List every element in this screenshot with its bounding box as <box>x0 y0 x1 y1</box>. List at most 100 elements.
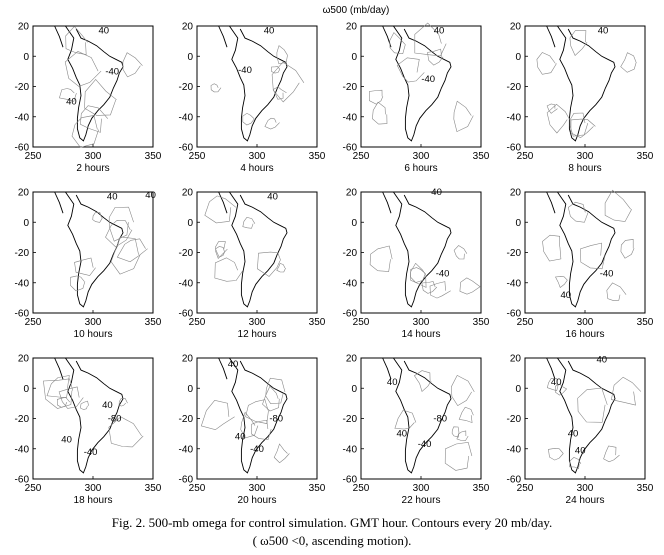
y-tick-label: -20 <box>507 248 522 259</box>
y-tick-label: -20 <box>343 248 358 259</box>
contour-line <box>116 238 148 263</box>
contour-line <box>210 83 222 93</box>
y-tick-label: 20 <box>182 188 194 199</box>
contour-line <box>396 57 425 83</box>
y-tick-label: -60 <box>343 309 358 320</box>
y-tick-label: -60 <box>507 309 522 320</box>
contour-line <box>606 282 627 302</box>
y-tick-label: -60 <box>507 475 522 486</box>
y-tick-label: -40 <box>507 112 522 123</box>
x-tick-label: 300 <box>85 317 102 328</box>
coastline <box>54 357 64 380</box>
x-tick-label: 350 <box>309 317 326 328</box>
x-tick-label: 300 <box>577 317 594 328</box>
contour-label: 40 <box>598 26 609 37</box>
contour-line <box>542 234 562 262</box>
contour-line <box>108 206 134 242</box>
coastline <box>393 357 452 474</box>
contour-line <box>569 112 589 137</box>
contour-line <box>569 30 588 57</box>
contour-label: 40 <box>235 432 246 443</box>
coastline <box>229 357 288 474</box>
x-tick-label: 250 <box>25 317 42 328</box>
x-tick-label: 350 <box>637 317 654 328</box>
y-tick-label: -40 <box>15 112 30 123</box>
coastline <box>546 357 556 380</box>
contour-line <box>603 445 620 463</box>
x-tick-label: 250 <box>517 317 534 328</box>
y-tick-label: -40 <box>179 278 194 289</box>
coastline <box>54 25 64 48</box>
x-tick-label: 350 <box>473 317 490 328</box>
contour-label: 40 <box>397 429 408 440</box>
contour-line <box>245 399 269 424</box>
contour-line <box>242 112 255 126</box>
y-tick-label: -40 <box>507 278 522 289</box>
contour-line <box>421 281 438 294</box>
contour-line <box>410 267 426 283</box>
y-tick-label: 20 <box>346 22 358 33</box>
x-tick-label: 300 <box>413 317 430 328</box>
contour-line <box>80 400 89 410</box>
contour-line <box>554 383 568 396</box>
x-tick-label: 350 <box>637 151 654 162</box>
contour-line <box>453 100 474 133</box>
y-tick-label: -60 <box>343 475 358 486</box>
y-tick-label: 0 <box>23 52 29 63</box>
panel-hour-label: 8 hours <box>568 163 601 174</box>
contour-label: 40 <box>228 359 239 370</box>
contour-line <box>577 387 608 423</box>
x-tick-label: 350 <box>309 483 326 494</box>
y-tick-label: 0 <box>515 52 521 63</box>
contour-line <box>276 45 288 65</box>
y-tick-label: 0 <box>351 218 357 229</box>
y-tick-label: -40 <box>15 444 30 455</box>
y-tick-label: 0 <box>187 384 193 395</box>
y-tick-label: -60 <box>343 143 358 154</box>
contour-line <box>105 219 133 248</box>
y-tick-label: -60 <box>15 475 30 486</box>
coastline <box>229 191 288 308</box>
x-tick-label: 300 <box>249 151 266 162</box>
contour-line <box>242 216 256 229</box>
panel-hour-label: 4 hours <box>240 163 273 174</box>
coastline <box>229 25 288 142</box>
x-tick-label: 300 <box>577 151 594 162</box>
contour-label: -40 <box>105 66 119 77</box>
y-tick-label: 20 <box>182 22 194 33</box>
contour-line <box>215 246 226 258</box>
contour-line <box>251 419 272 441</box>
x-tick-label: 300 <box>413 151 430 162</box>
coastline <box>546 25 556 48</box>
x-tick-label: 350 <box>637 483 654 494</box>
coastline <box>218 25 228 48</box>
x-tick-label: 300 <box>249 317 266 328</box>
y-tick-label: -20 <box>15 414 30 425</box>
x-tick-label: 250 <box>25 483 42 494</box>
contour-line <box>43 378 74 409</box>
x-tick-label: 350 <box>145 151 162 162</box>
figure-title: ω500 (mb/day) <box>323 5 390 16</box>
contour-line <box>567 201 589 223</box>
contour-line <box>456 430 469 441</box>
contour-label: -80 <box>269 414 283 425</box>
y-tick-label: -40 <box>343 278 358 289</box>
y-tick-label: -20 <box>507 82 522 93</box>
x-tick-label: 300 <box>413 483 430 494</box>
panel-hour-label: 20 hours <box>238 495 277 506</box>
contour-line <box>257 251 282 277</box>
contour-line <box>200 399 235 431</box>
coastline <box>557 191 616 308</box>
coastline <box>382 357 392 380</box>
y-tick-label: 20 <box>346 354 358 365</box>
figure-caption-line2: ( ω500 <0, ascending motion). <box>252 533 412 548</box>
contour-line <box>271 61 305 103</box>
